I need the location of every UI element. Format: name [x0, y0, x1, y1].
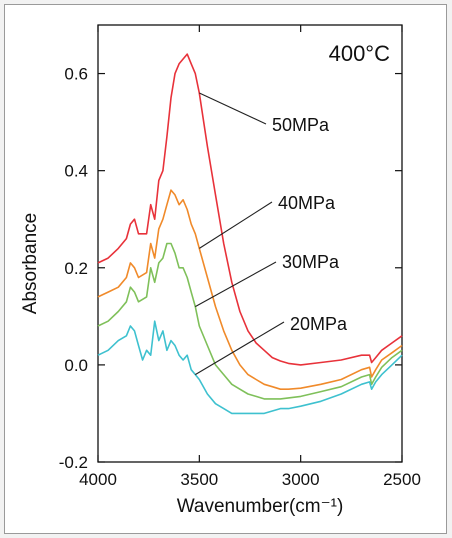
y-axis-label: Absorbance: [20, 213, 41, 314]
series-line-30mpa: [97, 242, 403, 400]
figure-frame: [4, 4, 447, 534]
label-leader-line: [194, 321, 285, 376]
series-label-50mpa: 50MPa: [272, 115, 330, 135]
series-line-20mpa: [97, 320, 403, 415]
x-tick-label: 3000: [282, 470, 320, 489]
series-line-40mpa: [97, 189, 403, 390]
y-tick-label: 0.6: [64, 65, 88, 84]
series-label-20mpa: 20MPa: [290, 314, 348, 334]
label-leader-line: [199, 92, 267, 125]
y-tick-label: 0.2: [64, 259, 88, 278]
x-tick-label: 2500: [383, 470, 421, 489]
series-label-40mpa: 40MPa: [278, 193, 336, 213]
label-leader-line: [195, 261, 277, 308]
plot-border: [97, 24, 403, 463]
y-tick-label: 0.4: [64, 162, 88, 181]
y-tick-label: 0.0: [64, 356, 88, 375]
x-tick-label: 4000: [79, 470, 117, 489]
label-leader-line: [199, 201, 273, 249]
series-line-50mpa: [97, 53, 403, 366]
chart-title: 400°C: [329, 41, 391, 66]
x-axis-label: Wavenumber(cm⁻¹): [177, 496, 344, 517]
x-tick-label: 3500: [180, 470, 218, 489]
series-label-30mpa: 30MPa: [282, 252, 340, 272]
y-tick-label: -0.2: [59, 453, 88, 472]
